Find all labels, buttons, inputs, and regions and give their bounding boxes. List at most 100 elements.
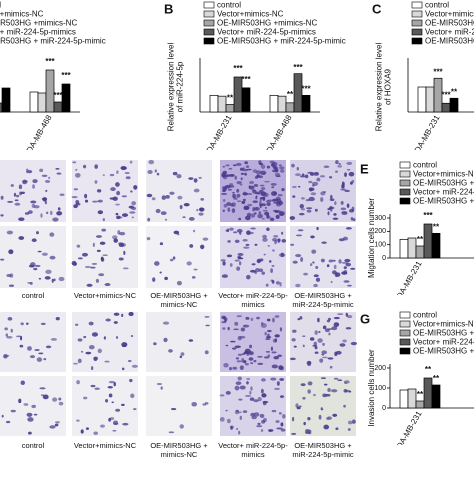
cell (220, 259, 226, 262)
legend-label: Vector+mimics-NC (413, 320, 474, 329)
y-axis-label: of miR-224-5p (176, 61, 185, 112)
bar (1, 87, 11, 113)
cell (104, 360, 110, 363)
cell (343, 380, 350, 384)
cell (253, 206, 260, 211)
cell (0, 195, 4, 200)
cell (45, 189, 48, 192)
cell (244, 362, 249, 366)
cell (129, 211, 136, 214)
cell (242, 238, 248, 242)
cell (292, 186, 297, 188)
cell (307, 416, 311, 421)
cell (55, 168, 60, 170)
cell (131, 206, 137, 211)
cell (256, 425, 263, 428)
bar (431, 384, 441, 409)
cell (257, 213, 264, 219)
cell (328, 176, 333, 179)
cell (168, 349, 173, 353)
cell (232, 164, 237, 167)
cell (314, 330, 318, 335)
cell (275, 196, 281, 201)
cell (324, 328, 330, 333)
cell (254, 243, 258, 246)
legend-label: OE-MIR503HG +mimics-NC (0, 19, 77, 28)
cell (148, 159, 155, 165)
cell (221, 274, 228, 278)
cell (6, 230, 14, 235)
cell (344, 258, 351, 263)
cell (51, 278, 54, 283)
cell (188, 339, 194, 342)
y-tick-label: 100 (374, 385, 386, 392)
cell (123, 250, 126, 256)
legend-swatch (399, 188, 411, 196)
cell (350, 216, 354, 221)
cell (239, 365, 244, 371)
cell (83, 396, 88, 400)
legend-swatch (399, 320, 411, 328)
cell (343, 404, 346, 408)
cell (231, 208, 236, 213)
cell (233, 231, 238, 234)
y-tick-label: 200 (374, 228, 386, 235)
significance-label: *** (301, 84, 311, 93)
cell (307, 389, 311, 394)
cell (340, 201, 344, 205)
cell (313, 283, 318, 288)
micrograph-label: control (22, 291, 45, 300)
cell (308, 187, 315, 192)
cell (348, 208, 354, 213)
cell (291, 338, 296, 342)
cell (179, 355, 183, 359)
cell (92, 200, 98, 203)
cell (234, 239, 240, 244)
cell (198, 212, 204, 216)
cell (225, 409, 228, 412)
cell (38, 277, 42, 280)
cell (18, 236, 25, 240)
legend-swatch (203, 10, 215, 18)
cell (281, 239, 287, 243)
legend-label: Vector+mimics-NC (217, 10, 284, 19)
significance-label: ** (287, 90, 294, 99)
cell (31, 404, 37, 409)
cell (259, 413, 265, 418)
cell (242, 198, 246, 202)
cell (231, 347, 237, 350)
cell (301, 208, 306, 211)
cell (156, 172, 160, 176)
bar (423, 223, 433, 259)
legend-swatch (411, 1, 423, 9)
cell (113, 238, 118, 243)
cell (129, 160, 133, 164)
cell (189, 244, 194, 248)
cell (225, 164, 230, 167)
cell (94, 164, 98, 169)
cell (226, 202, 232, 206)
cell (292, 329, 297, 333)
cell (49, 232, 55, 237)
cell (31, 238, 37, 243)
cell (50, 210, 53, 216)
cell (122, 422, 129, 426)
cell (235, 381, 242, 385)
legend-label: Vector+ miR-224-5p-mimics (413, 338, 474, 347)
cell (222, 209, 226, 212)
cell (95, 278, 100, 283)
cell (250, 213, 256, 218)
panel-label: E (360, 161, 369, 176)
cell (27, 431, 32, 435)
cell (169, 258, 174, 262)
cell (257, 362, 264, 365)
bar (449, 97, 459, 113)
cell (323, 383, 328, 386)
cell (335, 427, 339, 431)
cell (271, 264, 275, 267)
cell (108, 417, 112, 422)
cell (341, 182, 345, 187)
micrograph (72, 376, 138, 436)
